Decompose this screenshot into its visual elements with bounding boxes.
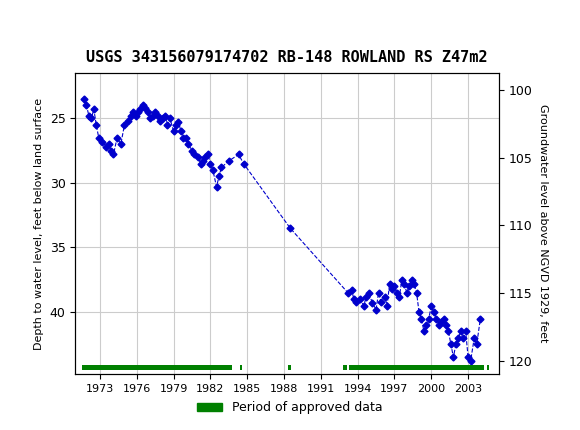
Bar [82, 365, 233, 370]
Y-axis label: Depth to water level, feet below land surface: Depth to water level, feet below land su… [34, 98, 44, 350]
Y-axis label: Groundwater level above NGVD 1929, feet: Groundwater level above NGVD 1929, feet [538, 104, 548, 343]
Title: USGS 343156079174702 RB-148 ROWLAND RS Z47m2: USGS 343156079174702 RB-148 ROWLAND RS Z… [86, 50, 488, 65]
Bar [240, 365, 242, 370]
Bar [349, 365, 484, 370]
Bar [288, 365, 291, 370]
Bar [487, 365, 489, 370]
Text: ▤USGS: ▤USGS [12, 16, 70, 35]
Legend: Period of approved data: Period of approved data [192, 396, 388, 419]
Bar [343, 365, 347, 370]
